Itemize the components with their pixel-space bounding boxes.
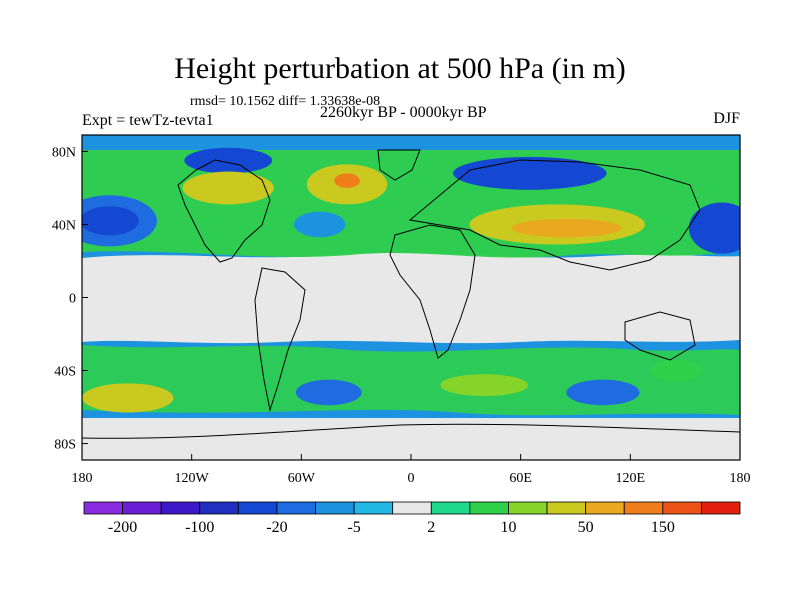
colorbar-swatch xyxy=(237,501,278,515)
colorbar-swatch xyxy=(469,501,509,515)
southern-green-band xyxy=(82,345,740,416)
colorbar-swatch xyxy=(585,501,625,515)
colorbar-labels: -200 -100 -20 -5 2 10 50 150 xyxy=(108,519,675,536)
colorbar-swatch xyxy=(315,501,355,515)
colorbar-label: 50 xyxy=(578,519,594,536)
lat-tick-label: 0 xyxy=(69,292,76,307)
colorbar-swatch xyxy=(430,501,471,515)
plot-area xyxy=(82,135,740,460)
colorbar-swatch xyxy=(160,501,201,515)
lon-tick-label: 180 xyxy=(730,471,751,486)
latitude-axis: 80N 40N 0 40S 80S xyxy=(52,145,88,453)
colorbar-label: -100 xyxy=(185,519,214,536)
region-n-pacific-low-core xyxy=(82,206,139,236)
lat-tick-label: 40S xyxy=(54,365,76,380)
anomaly-regions xyxy=(82,147,740,413)
period-label: 2260kyr BP - 0000kyr BP xyxy=(320,104,487,121)
colorbar xyxy=(83,501,741,515)
longitude-axis: 180 120W 60W 0 60E 120E 180 xyxy=(72,454,751,486)
lat-tick-label: 80S xyxy=(54,438,76,453)
colorbar-swatch xyxy=(546,501,587,515)
region-w-pacific-low xyxy=(688,202,740,254)
colorbar-label: 10 xyxy=(500,519,516,536)
tropical-neutral-zone xyxy=(82,252,740,344)
stats-line: rmsd= 10.1562 diff= 1.33638e-08 xyxy=(190,94,381,109)
colorbar-swatch xyxy=(353,501,394,515)
region-atlantic-low xyxy=(294,211,346,238)
lon-tick-label: 180 xyxy=(72,471,93,486)
season-label: DJF xyxy=(713,110,740,127)
region-s-indian-high xyxy=(440,374,528,397)
lat-tick-label: 80N xyxy=(52,145,76,160)
region-s-pacific-high xyxy=(82,383,174,413)
colorbar-swatch xyxy=(508,501,548,515)
colorbar-label: -200 xyxy=(108,519,137,536)
colorbar-label: 150 xyxy=(651,519,675,536)
colorbar-swatch xyxy=(392,501,432,515)
lon-tick-label: 60W xyxy=(288,471,316,486)
colorbar-swatch xyxy=(83,501,123,515)
colorbar-label: -20 xyxy=(266,519,287,536)
region-n-america-high xyxy=(182,171,274,205)
northern-green-band xyxy=(82,150,740,258)
experiment-label: Expt = tewTz-tevta1 xyxy=(82,112,214,129)
colorbar-swatch xyxy=(276,501,316,515)
lon-tick-label: 0 xyxy=(408,471,415,486)
colorbar-swatch xyxy=(662,501,702,515)
greenland-coast xyxy=(377,149,421,181)
eurasia-coast xyxy=(408,159,701,271)
lat-tick-label: 40N xyxy=(52,218,76,233)
colorbar-swatch xyxy=(701,501,741,515)
lon-tick-label: 120E xyxy=(616,471,646,486)
north-america-coast xyxy=(177,159,271,263)
region-s-atlantic-low xyxy=(295,379,362,406)
africa-coast xyxy=(389,224,476,359)
lon-tick-label: 120W xyxy=(175,471,210,486)
colorbar-label: -5 xyxy=(347,519,360,536)
australia-coast xyxy=(624,311,696,361)
region-asia-high-core xyxy=(511,218,622,238)
region-australia-high xyxy=(650,359,702,382)
antarctica-coast xyxy=(82,423,740,439)
colorbar-label: 2 xyxy=(427,519,435,536)
coastlines xyxy=(82,149,740,439)
region-arctic-canada-low xyxy=(184,147,273,174)
colorbar-swatch xyxy=(623,501,664,515)
colorbar-swatch xyxy=(122,501,162,515)
region-siberia-low xyxy=(453,156,607,190)
region-n-atlantic-high-core xyxy=(334,173,360,188)
lon-tick-label: 60E xyxy=(509,471,532,486)
region-s-indian-low xyxy=(566,379,640,406)
colorbar-swatch xyxy=(199,501,239,515)
south-america-coast xyxy=(254,267,306,412)
map-title: Height perturbation at 500 hPa (in m) xyxy=(174,52,626,85)
